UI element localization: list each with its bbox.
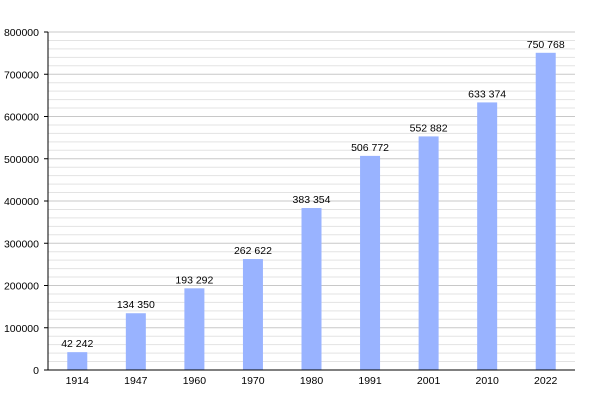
x-tick-label: 2001 [417, 375, 441, 387]
data-label: 633 374 [468, 88, 506, 100]
x-tick-label: 1914 [66, 375, 90, 387]
bar-1947 [125, 313, 146, 370]
data-labels: 42 242 134 350 193 292 262 622 383 354 506 77… [61, 39, 565, 350]
data-label: 506 772 [351, 142, 389, 154]
y-tick-label: 700000 [4, 69, 39, 81]
y-tick-labels: 0 100000 200000 300000 400000 500000 600000 700… [4, 27, 39, 377]
y-tick-label: 800000 [4, 27, 39, 39]
x-tick-label: 1991 [358, 375, 382, 387]
y-tick-label: 200000 [4, 281, 39, 293]
data-label: 193 292 [175, 274, 213, 286]
x-tick-label: 2022 [534, 375, 558, 387]
x-tick-label: 1947 [124, 375, 148, 387]
y-tick-label: 400000 [4, 196, 39, 208]
bar-1970 [242, 259, 263, 370]
axes [44, 31, 575, 371]
x-tick-label: 2010 [475, 375, 499, 387]
x-tick-labels: 1914 1947 1960 1970 1980 1991 2001 2010 2022 [66, 375, 558, 387]
data-label: 262 622 [234, 245, 272, 257]
y-tick-label: 300000 [4, 238, 39, 250]
y-tick-label: 600000 [4, 112, 39, 124]
y-tick-label: 500000 [4, 154, 39, 166]
data-label: 383 354 [293, 194, 331, 206]
bar-1980 [301, 208, 322, 370]
bar-1991 [360, 155, 381, 370]
x-tick-label: 1980 [300, 375, 324, 387]
y-tick-label: 100000 [4, 323, 39, 335]
x-tick-label: 1960 [183, 375, 207, 387]
bar-2001 [418, 136, 439, 370]
bar-1960 [184, 288, 205, 370]
x-tick-label: 1970 [241, 375, 265, 387]
data-label: 42 242 [61, 338, 93, 350]
data-label: 750 768 [527, 39, 565, 51]
bar-2022 [535, 52, 556, 370]
bar-1914 [67, 352, 88, 370]
y-tick-label: 0 [33, 365, 39, 377]
data-label: 552 882 [410, 122, 448, 134]
bar-2010 [477, 102, 498, 371]
data-label: 134 350 [117, 299, 155, 311]
bars [67, 52, 556, 371]
